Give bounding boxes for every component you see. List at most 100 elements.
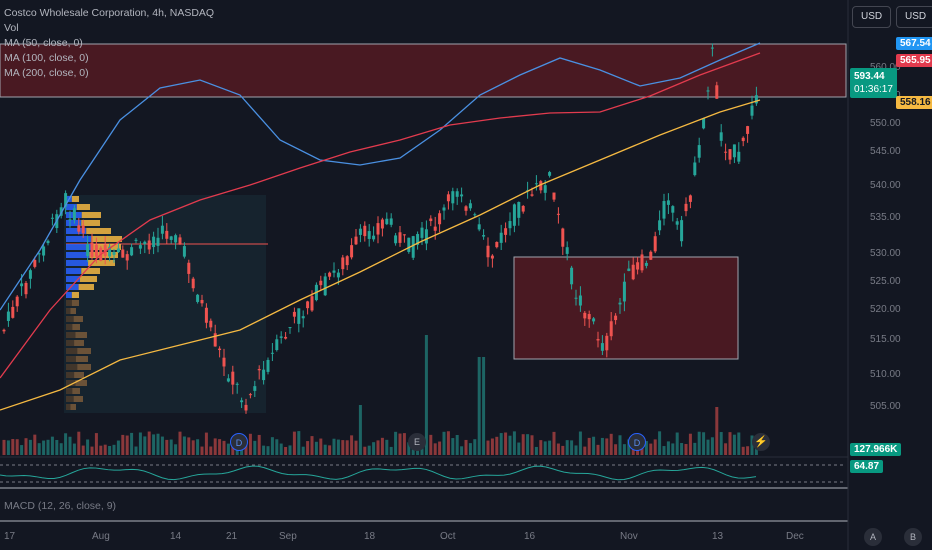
volume-profile bbox=[64, 195, 268, 413]
profile-bar bbox=[72, 388, 80, 394]
candle-body bbox=[160, 225, 164, 234]
last-price-value: 593.44 bbox=[854, 71, 885, 82]
volume-bar bbox=[574, 445, 578, 455]
macd-legend[interactable]: MACD (12, 26, close, 9) bbox=[4, 500, 117, 512]
volume-bar bbox=[675, 432, 679, 455]
volume-bar bbox=[187, 437, 191, 455]
volume-bar bbox=[156, 433, 160, 455]
candle-body bbox=[556, 213, 560, 215]
volume-bar bbox=[262, 445, 266, 455]
volume-bar bbox=[543, 441, 547, 455]
candle-body bbox=[108, 246, 112, 257]
candle-body bbox=[279, 336, 283, 338]
volume-bar bbox=[116, 440, 120, 455]
volume-bar bbox=[609, 433, 613, 455]
candle-body bbox=[323, 276, 327, 296]
volume-bar bbox=[134, 446, 138, 455]
volume-bar bbox=[200, 446, 204, 455]
candle-body bbox=[746, 126, 750, 134]
volume-bar bbox=[622, 444, 626, 455]
volume-bar bbox=[11, 439, 15, 455]
volume-bar bbox=[301, 446, 305, 455]
candle-body bbox=[398, 232, 402, 243]
volume-bar bbox=[662, 446, 666, 455]
auto-scale-button[interactable]: A bbox=[864, 528, 882, 546]
volume-bar bbox=[191, 440, 195, 455]
profile-bar bbox=[81, 220, 100, 226]
volume-tag: 127.966K bbox=[850, 443, 902, 456]
volume-bar bbox=[671, 443, 675, 455]
moving-averages bbox=[0, 42, 761, 411]
profile-bar bbox=[77, 348, 91, 354]
time-axis-label: 17 bbox=[4, 531, 16, 542]
ma200-legend[interactable]: MA (200, close, 0) bbox=[4, 67, 89, 79]
volume-legend[interactable]: Vol bbox=[4, 22, 19, 34]
candle-body bbox=[728, 149, 732, 160]
volume-bar bbox=[178, 431, 182, 455]
candle-body bbox=[741, 137, 745, 142]
volume-bar bbox=[684, 444, 688, 455]
candle-body bbox=[521, 205, 525, 212]
volume-bar bbox=[55, 439, 59, 455]
candle-body bbox=[394, 235, 398, 244]
volume-bar bbox=[336, 439, 340, 455]
candle-body bbox=[750, 105, 754, 116]
dividend-marker-1[interactable]: D bbox=[230, 433, 248, 451]
log-scale-button[interactable]: B bbox=[904, 528, 922, 546]
volume-bar bbox=[345, 440, 349, 455]
volume-bar bbox=[103, 444, 107, 455]
ma100-legend[interactable]: MA (100, close, 0) bbox=[4, 52, 89, 64]
ma50-legend[interactable]: MA (50, close, 0) bbox=[4, 37, 83, 49]
volume-bar bbox=[319, 438, 323, 455]
candle-body bbox=[482, 235, 486, 237]
candle-body bbox=[653, 236, 657, 252]
flash-icon[interactable]: ⚡ bbox=[752, 433, 770, 451]
volume-bars bbox=[2, 335, 758, 455]
candle-body bbox=[446, 194, 450, 202]
earnings-marker[interactable]: E bbox=[408, 433, 426, 451]
currency-button-right[interactable]: USD bbox=[896, 6, 932, 28]
volume-bar bbox=[297, 431, 301, 455]
profile-bar bbox=[71, 196, 79, 202]
currency-button-left[interactable]: USD bbox=[852, 6, 892, 28]
candle-body bbox=[618, 302, 622, 305]
volume-bar bbox=[517, 442, 521, 455]
profile-bar bbox=[66, 244, 91, 250]
candle-body bbox=[77, 225, 81, 232]
volume-bar bbox=[680, 443, 684, 455]
time-axis-label: Oct bbox=[440, 531, 456, 542]
price-axis-label: 515.00 bbox=[870, 334, 901, 345]
candle-body bbox=[169, 236, 173, 240]
candle-body bbox=[442, 207, 446, 211]
volume-bar bbox=[380, 437, 384, 455]
volume-bar bbox=[490, 438, 494, 455]
candle-body bbox=[680, 220, 684, 242]
candle-body bbox=[578, 295, 582, 306]
candle-body bbox=[15, 296, 19, 307]
candle-body bbox=[385, 218, 389, 225]
profile-bar bbox=[77, 364, 91, 370]
profile-bar bbox=[66, 252, 90, 258]
candle-body bbox=[72, 208, 76, 220]
volume-bar bbox=[99, 445, 103, 455]
price-axis-label: 510.00 bbox=[870, 369, 901, 380]
dividend-marker-2[interactable]: D bbox=[628, 433, 646, 451]
candle-body bbox=[552, 192, 556, 200]
volume-bar bbox=[741, 446, 745, 455]
candle-body bbox=[416, 234, 420, 245]
zones bbox=[0, 43, 847, 360]
rsi-pane bbox=[0, 464, 846, 483]
profile-bar bbox=[66, 348, 78, 354]
candle-body bbox=[561, 228, 565, 247]
volume-bar bbox=[37, 443, 41, 455]
volume-bar bbox=[2, 439, 6, 455]
candle-body bbox=[218, 348, 222, 351]
candle-body bbox=[640, 254, 644, 271]
rsi-tag: 64.87 bbox=[850, 460, 884, 473]
profile-bar bbox=[66, 364, 78, 370]
candle-body bbox=[235, 383, 239, 385]
candle-body bbox=[240, 400, 244, 403]
candle-body bbox=[583, 312, 587, 319]
volume-bar bbox=[81, 445, 85, 455]
